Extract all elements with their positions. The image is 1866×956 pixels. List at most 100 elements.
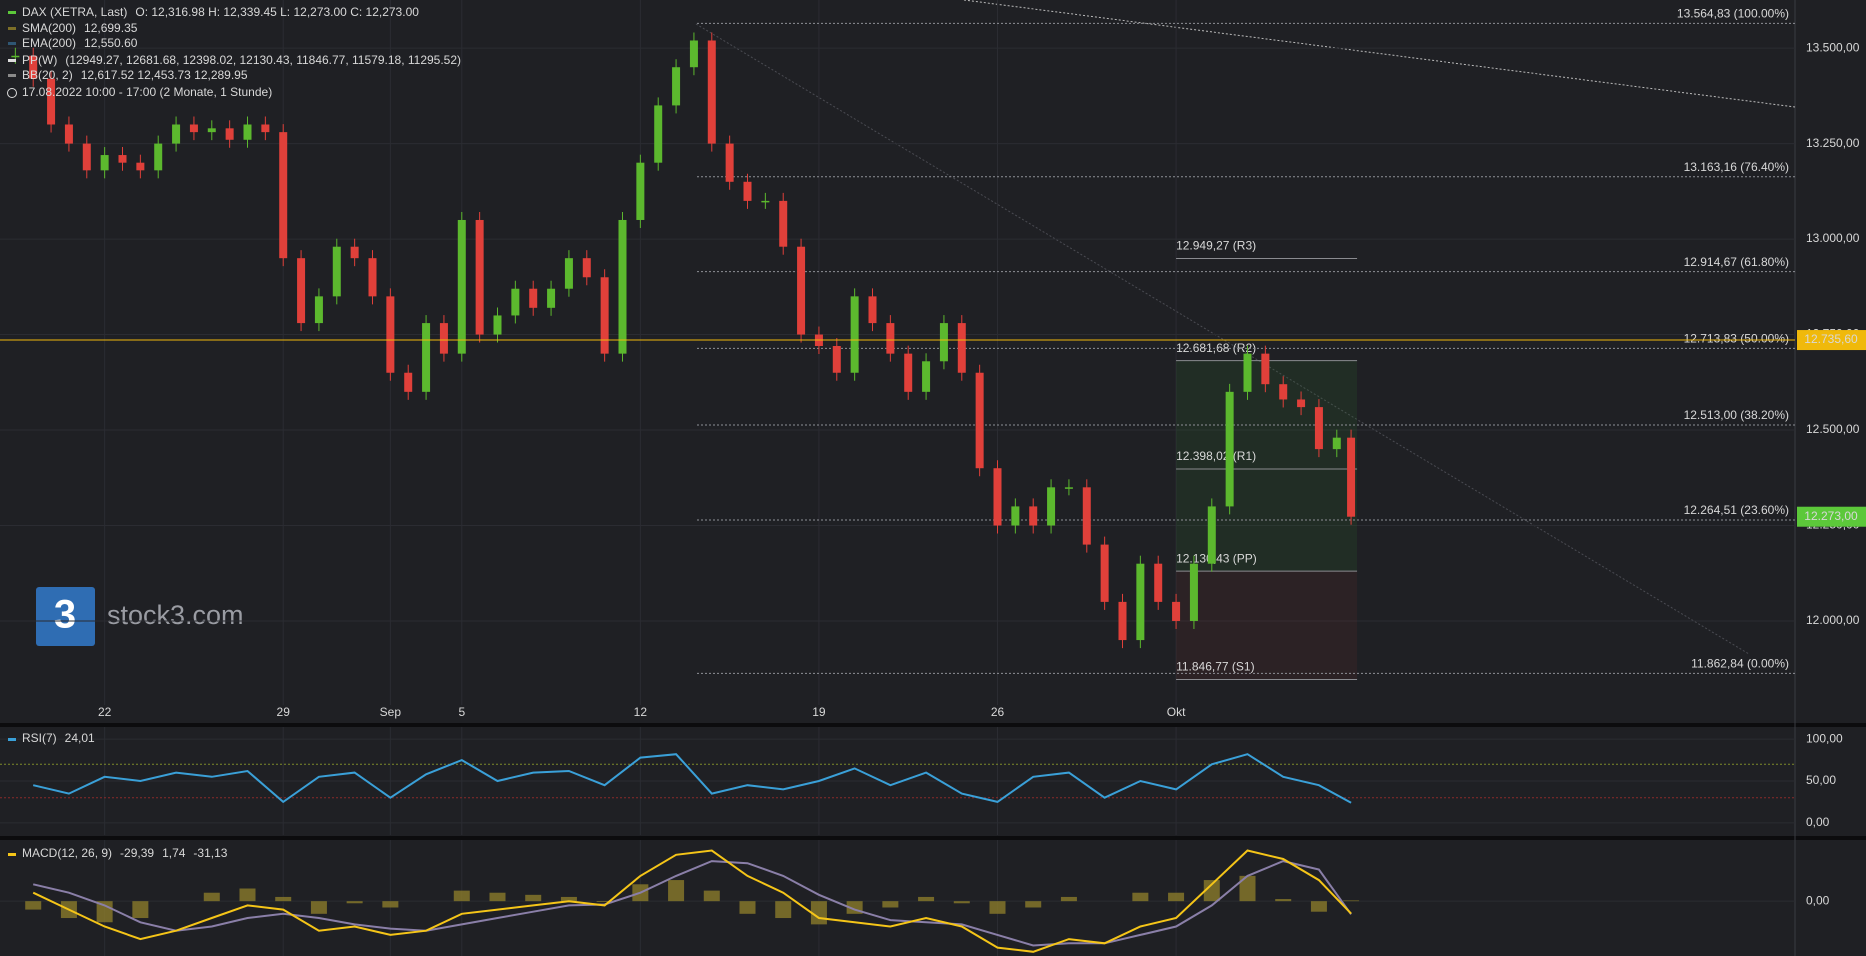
histogram-bar: [239, 888, 256, 902]
candle-body: [1225, 391, 1234, 507]
candle-body: [1100, 544, 1109, 602]
candle-body: [350, 246, 359, 259]
histogram-bar: [310, 901, 327, 914]
trend-line: [695, 23, 1750, 655]
candle-body: [154, 143, 163, 171]
pane-separator: [0, 723, 1866, 727]
candle-body: [1332, 437, 1341, 450]
histogram-bar: [560, 896, 577, 902]
candle-body: [1118, 601, 1127, 641]
candle-body: [82, 143, 91, 171]
fib-label: 13.163,16 (76.40%): [1684, 160, 1789, 174]
candle-body: [1154, 563, 1163, 602]
fib-label: 12.264,51 (23.60%): [1684, 503, 1789, 517]
candle-body: [1047, 487, 1056, 526]
candle-body: [618, 219, 627, 354]
legend-swatch: [8, 59, 16, 62]
candle-body: [493, 315, 502, 335]
pivot-label: 12.398,02 (R1): [1176, 449, 1256, 463]
candle-body: [993, 468, 1002, 526]
candle-body: [297, 258, 306, 324]
candle-body: [64, 124, 73, 144]
candle-body: [189, 124, 198, 133]
candle-body: [422, 323, 431, 392]
rsi-line: [32, 753, 1352, 804]
legend-swatch: [8, 738, 16, 741]
legend-name: DAX (XETRA, Last): [22, 5, 127, 19]
histogram-bar: [739, 901, 756, 914]
candle-body: [207, 128, 216, 133]
pane-separator: [0, 836, 1866, 840]
candle-body: [332, 246, 341, 297]
pane-title: MACD(12, 26, 9): [22, 846, 112, 860]
legend-swatch: [8, 74, 16, 77]
legend-name: SMA(200): [22, 21, 76, 35]
histogram-bar: [382, 901, 399, 908]
histogram-bar: [775, 901, 792, 919]
fib-label: 12.713,83 (50.00%): [1684, 332, 1789, 346]
candle-body: [29, 55, 38, 79]
candle-body: [1172, 601, 1181, 621]
candle-body: [743, 181, 752, 201]
candle-body: [636, 162, 645, 220]
histogram-bar: [1025, 901, 1042, 908]
candle-body: [529, 288, 538, 308]
candle-body: [1082, 487, 1091, 545]
x-tick-label: Okt: [1167, 705, 1186, 719]
histogram-bar: [882, 901, 899, 908]
histogram-bar: [203, 892, 220, 902]
candle-body: [386, 296, 395, 373]
candle-body: [1297, 399, 1306, 408]
legend-value: O: 12,316.98 H: 12,339.45 L: 12,273.00 C…: [135, 5, 419, 19]
x-tick-label: 19: [812, 705, 826, 719]
candle-body: [1314, 407, 1323, 450]
legend-value: 12,617.52 12,453.73 12,289.95: [81, 68, 248, 82]
x-tick-label: Sep: [380, 705, 402, 719]
candle-body: [850, 296, 859, 373]
histogram-bar: [1343, 900, 1360, 902]
candle-body: [761, 200, 770, 203]
candle-body: [100, 155, 109, 171]
price-tag-label: 12.273,00: [1804, 509, 1858, 523]
candle-body: [886, 323, 895, 354]
pivot-label: 12.681,68 (R2): [1176, 341, 1256, 355]
histogram-bar: [1060, 896, 1077, 902]
y-tick-label: 13.500,00: [1806, 40, 1860, 54]
x-tick-label: 29: [277, 705, 291, 719]
histogram-bar: [525, 894, 542, 902]
candle-body: [672, 67, 681, 106]
legend-name: BB(20, 2): [22, 68, 73, 82]
logo-glyph: 3: [54, 593, 76, 637]
clock-icon: [7, 88, 17, 98]
candle-body: [1243, 353, 1252, 392]
candle-body: [707, 40, 716, 144]
x-tick-label: 5: [458, 705, 465, 719]
legend-name: PP(W): [22, 53, 57, 67]
histogram-bar: [489, 892, 506, 902]
candle-body: [1029, 506, 1038, 526]
legend-value: 12,550.60: [84, 36, 138, 50]
candle-body: [279, 132, 288, 259]
candle-body: [1064, 487, 1073, 489]
histogram-bar: [918, 896, 935, 902]
price-tag: [1797, 506, 1866, 527]
legend-swatch: [8, 853, 16, 856]
fib-label: 12.914,67 (61.80%): [1684, 255, 1789, 269]
signal-line: [32, 860, 1352, 947]
y-tick-label: 13.250,00: [1806, 136, 1860, 150]
candle-body: [511, 288, 520, 316]
histogram-bar: [953, 901, 970, 904]
histogram-bar: [25, 901, 42, 910]
y-tick-label: 50,00: [1806, 773, 1836, 787]
pane-value: -29,39: [120, 846, 154, 860]
candle-body: [922, 361, 931, 392]
y-tick-label: 12.500,00: [1806, 422, 1860, 436]
legend-value: 12,699.35: [84, 21, 138, 35]
candle-body: [404, 372, 413, 392]
candle-body: [1189, 563, 1198, 621]
candle-body: [118, 155, 127, 163]
candle-body: [243, 124, 252, 140]
